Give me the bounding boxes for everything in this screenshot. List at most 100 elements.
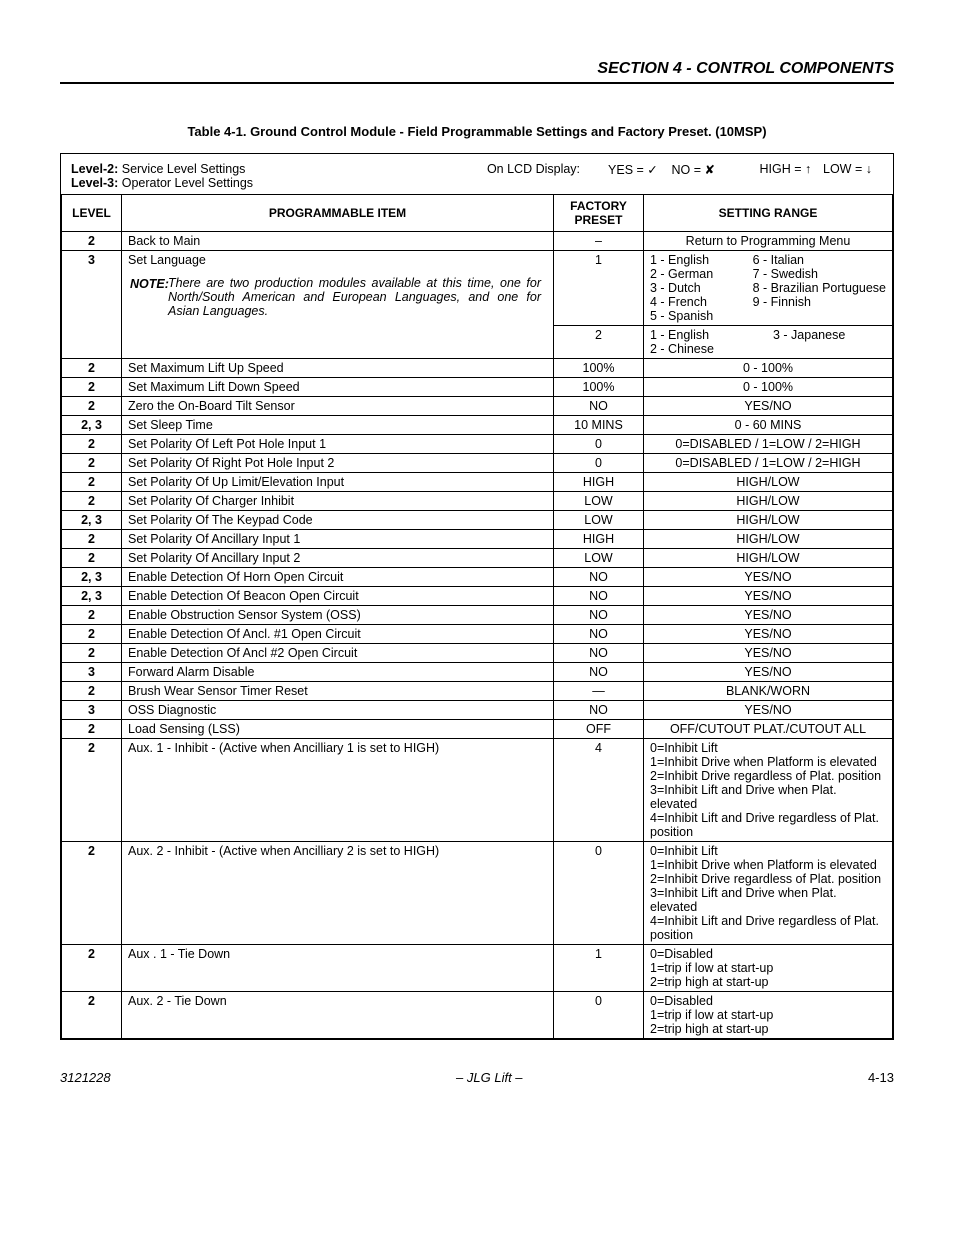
cell-level: 2, 3 <box>62 511 122 530</box>
table-row: 2Set Maximum Lift Down Speed100%0 - 100% <box>62 378 893 397</box>
lang-opt: 2 - German <box>650 267 743 281</box>
table-row: 2Set Polarity Of Ancillary Input 1HIGHHI… <box>62 530 893 549</box>
cell-preset: NO <box>554 644 644 663</box>
cell-preset: — <box>554 682 644 701</box>
cell-preset: 1 <box>554 251 644 326</box>
cell-level: 2 <box>62 359 122 378</box>
cell-level: 2 <box>62 232 122 251</box>
cell-preset: 0 <box>554 992 644 1039</box>
cell-item: Set Maximum Lift Down Speed <box>122 378 554 397</box>
cell-level: 2 <box>62 492 122 511</box>
section-header: SECTION 4 - CONTROL COMPONENTS <box>60 60 894 84</box>
range-line: 0=Disabled <box>650 947 886 961</box>
cell-level: 2 <box>62 378 122 397</box>
cell-preset: NO <box>554 397 644 416</box>
footer-right: 4-13 <box>868 1070 894 1085</box>
cell-level: 2, 3 <box>62 568 122 587</box>
cell-preset: 10 MINS <box>554 416 644 435</box>
cell-level: 2 <box>62 945 122 992</box>
cell-range: Return to Programming Menu <box>644 232 893 251</box>
cell-item: Set Maximum Lift Up Speed <box>122 359 554 378</box>
lang-opt <box>773 342 886 356</box>
lang-opt: 5 - Spanish <box>650 309 743 323</box>
cell-preset: NO <box>554 625 644 644</box>
cell-preset: NO <box>554 606 644 625</box>
cell-range: BLANK/WORN <box>644 682 893 701</box>
lang-opt: 4 - French <box>650 295 743 309</box>
footer-left: 3121228 <box>60 1070 111 1085</box>
settings-table: LEVEL PROGRAMMABLE ITEM FACTORY PRESET S… <box>61 194 893 1039</box>
table-row: 2 Aux. 2 - Inhibit - (Active when Ancill… <box>62 842 893 945</box>
cell-range: 0=Inhibit Lift 1=Inhibit Drive when Plat… <box>644 739 893 842</box>
table-row: 3Forward Alarm DisableNOYES/NO <box>62 663 893 682</box>
page-footer: 3121228 – JLG Lift – 4-13 <box>60 1070 894 1085</box>
table-row: 2, 3Enable Detection Of Beacon Open Circ… <box>62 587 893 606</box>
table-row: 2, 3Enable Detection Of Horn Open Circui… <box>62 568 893 587</box>
cell-preset: 0 <box>554 842 644 945</box>
cell-level: 2 <box>62 842 122 945</box>
cell-level: 2 <box>62 549 122 568</box>
cell-item: Set Polarity Of Left Pot Hole Input 1 <box>122 435 554 454</box>
range-line: 0=Disabled <box>650 994 886 1008</box>
cell-item: Aux. 1 - Inhibit - (Active when Ancillia… <box>122 739 554 842</box>
cell-item: Set Polarity Of Ancillary Input 2 <box>122 549 554 568</box>
cell-level: 2 <box>62 644 122 663</box>
cell-item: Set Language NOTE: There are two product… <box>122 251 554 359</box>
range-line: 1=Inhibit Drive when Platform is elevate… <box>650 858 886 872</box>
cell-range: YES/NO <box>644 663 893 682</box>
cell-range: YES/NO <box>644 568 893 587</box>
table-row: 2Set Polarity Of Right Pot Hole Input 20… <box>62 454 893 473</box>
cell-preset: NO <box>554 587 644 606</box>
table-row: 2Enable Obstruction Sensor System (OSS)N… <box>62 606 893 625</box>
cell-level: 2, 3 <box>62 416 122 435</box>
cell-item: Set Polarity Of Ancillary Input 1 <box>122 530 554 549</box>
table-container: Level-2: Service Level Settings Level-3:… <box>60 153 894 1040</box>
cell-preset: HIGH <box>554 473 644 492</box>
cell-item: Load Sensing (LSS) <box>122 720 554 739</box>
cell-preset: OFF <box>554 720 644 739</box>
cell-level: 2 <box>62 454 122 473</box>
cell-range: YES/NO <box>644 625 893 644</box>
table-caption: Table 4-1. Ground Control Module - Field… <box>60 124 894 139</box>
range-line: 0=Inhibit Lift <box>650 741 886 755</box>
lang-opt: 1 - English <box>650 328 763 342</box>
col-level: LEVEL <box>62 195 122 232</box>
cell-preset: LOW <box>554 492 644 511</box>
cell-range: HIGH/LOW <box>644 511 893 530</box>
cell-range: 0=Disabled 1=trip if low at start-up 2=t… <box>644 992 893 1039</box>
cell-range: OFF/CUTOUT PLAT./CUTOUT ALL <box>644 720 893 739</box>
lang-note: NOTE: There are two production modules a… <box>128 277 547 318</box>
range-line: 1=Inhibit Drive when Platform is elevate… <box>650 755 886 769</box>
cell-preset: 100% <box>554 378 644 397</box>
table-row: 2, 3Set Polarity Of The Keypad CodeLOWHI… <box>62 511 893 530</box>
cell-item: Set Sleep Time <box>122 416 554 435</box>
lang-opt: 1 - English <box>650 253 743 267</box>
cell-preset: LOW <box>554 511 644 530</box>
table-row: 2 Back to Main – Return to Programming M… <box>62 232 893 251</box>
note-body: There are two production modules availab… <box>168 276 541 318</box>
lang-opt: 3 - Japanese <box>773 328 886 342</box>
range-line: 2=Inhibit Drive regardless of Plat. posi… <box>650 769 886 783</box>
cell-item: Enable Obstruction Sensor System (OSS) <box>122 606 554 625</box>
range-line: 4=Inhibit Lift and Drive regardless of P… <box>650 914 886 942</box>
cell-range: 0 - 100% <box>644 359 893 378</box>
cell-preset: 0 <box>554 454 644 473</box>
cell-range: 0=Inhibit Lift 1=Inhibit Drive when Plat… <box>644 842 893 945</box>
cell-range: YES/NO <box>644 606 893 625</box>
cell-range: 1 - English 3 - Japanese 2 - Chinese <box>644 326 893 359</box>
table-row: 3 Set Language NOTE: There are two produ… <box>62 251 893 326</box>
cell-level: 2, 3 <box>62 587 122 606</box>
table-header-row: LEVEL PROGRAMMABLE ITEM FACTORY PRESET S… <box>62 195 893 232</box>
cell-item: Enable Detection Of Ancl. #1 Open Circui… <box>122 625 554 644</box>
table-row: 2Set Maximum Lift Up Speed100%0 - 100% <box>62 359 893 378</box>
cell-range: 0 - 100% <box>644 378 893 397</box>
footer-center: – JLG Lift – <box>456 1070 522 1085</box>
cell-item: Set Polarity Of Charger Inhibit <box>122 492 554 511</box>
cell-range: 0=DISABLED / 1=LOW / 2=HIGH <box>644 454 893 473</box>
cell-item: Set Polarity Of Right Pot Hole Input 2 <box>122 454 554 473</box>
cell-level: 2 <box>62 397 122 416</box>
cell-item: Aux. 2 - Tie Down <box>122 992 554 1039</box>
cell-preset: 2 <box>554 326 644 359</box>
lang-opt: 6 - Italian <box>753 253 886 267</box>
table-row: 2 Aux . 1 - Tie Down 1 0=Disabled 1=trip… <box>62 945 893 992</box>
